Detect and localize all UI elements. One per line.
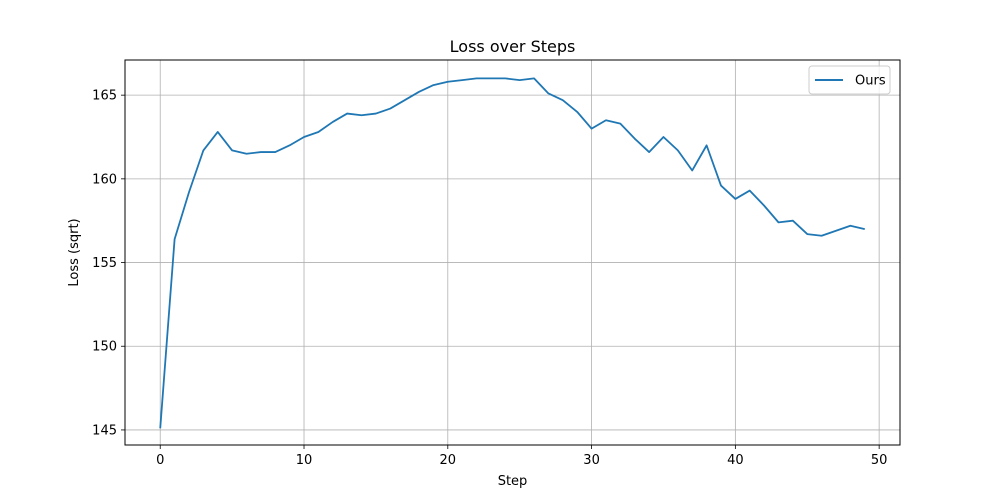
axis-ticks: 0 10 20 30 40 50 145 150 155 160 165 xyxy=(92,89,887,468)
x-tick-label: 0 xyxy=(156,453,164,468)
x-tick-label: 30 xyxy=(583,453,600,468)
series-line-ours xyxy=(159,77,865,429)
grid-lines xyxy=(125,60,900,445)
y-axis-label: Loss (sqrt) xyxy=(67,218,82,286)
x-tick-label: 40 xyxy=(727,453,744,468)
x-tick-label: 20 xyxy=(440,453,457,468)
y-tick-label: 165 xyxy=(92,89,117,104)
y-tick-label: 150 xyxy=(92,340,117,355)
y-tick-label: 155 xyxy=(92,256,117,271)
x-tick-label: 50 xyxy=(871,453,888,468)
legend-label: Ours xyxy=(855,74,886,89)
chart-title: Loss over Steps xyxy=(450,37,576,56)
y-tick-label: 160 xyxy=(92,172,117,187)
legend-box xyxy=(808,65,891,95)
x-tick-label: 10 xyxy=(296,453,313,468)
legend: Ours xyxy=(808,65,891,95)
series-lines xyxy=(159,77,865,429)
plot-frame xyxy=(124,59,901,446)
y-tick-label: 145 xyxy=(92,423,117,438)
x-axis-label: Step xyxy=(498,474,528,489)
